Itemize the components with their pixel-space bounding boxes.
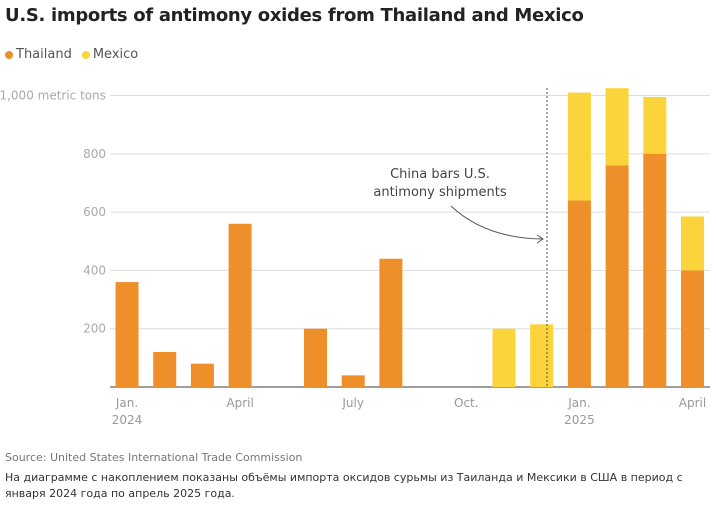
y-tick-label: 400 [83, 263, 106, 277]
y-tick-label: 800 [83, 147, 106, 161]
bar-thailand-2024-07 [341, 375, 365, 387]
y-tick-label: 1,000 metric tons [0, 89, 106, 103]
bar-thailand-2024-04 [228, 223, 252, 387]
legend-swatch-thailand [5, 50, 13, 59]
source-note: Source: United States International Trad… [5, 451, 303, 464]
annotation-line2: antimony shipments [373, 185, 506, 200]
x-tick-label: Oct. [454, 396, 479, 410]
legend-swatch-mexico [81, 50, 90, 59]
legend-label-thailand: Thailand [16, 47, 72, 62]
legend: Thailand Mexico [5, 47, 138, 62]
bar-mexico-2024-12 [530, 324, 554, 387]
bar-thailand-2025-01 [567, 200, 591, 387]
bar-thailand-2024-02 [153, 352, 177, 387]
chart-title: U.S. imports of antimony oxides from Tha… [5, 5, 584, 26]
bar-mexico-2025-03 [643, 96, 667, 154]
legend-item-mexico: Mexico [81, 47, 139, 62]
x-tick-label: July [341, 396, 364, 410]
x-tick-year-label: 2025 [564, 413, 595, 427]
annotation-line1: China bars U.S. [390, 167, 490, 182]
annotation-arrowhead [536, 234, 544, 244]
y-tick-label: 200 [83, 322, 106, 336]
bar-thailand-2025-03 [643, 153, 667, 387]
legend-item-thailand: Thailand [5, 47, 72, 62]
bar-thailand-2024-08 [379, 258, 403, 387]
bar-thailand-2025-04 [681, 270, 704, 387]
x-tick-label: April [226, 396, 253, 410]
x-tick-label: Jan. [567, 396, 590, 410]
bar-thailand-2024-01 [115, 282, 139, 387]
x-tick-year-label: 2024 [112, 413, 143, 427]
bar-thailand-2024-06 [304, 328, 327, 387]
bar-mexico-2024-11 [492, 328, 516, 387]
y-tick-label: 600 [83, 205, 106, 219]
bar-thailand-2025-02 [605, 165, 629, 387]
annotation-arrow [450, 205, 543, 240]
caption: На диаграмме с накоплением показаны объё… [5, 471, 683, 500]
bar-mexico-2025-02 [605, 88, 629, 166]
bar-mexico-2025-01 [567, 92, 591, 201]
chart-plot: 200 400 600 800 1,000 metric tons Jan. 2024 Ap… [0, 88, 710, 427]
bar-mexico-2025-04 [681, 216, 704, 271]
bar-thailand-2024-03 [190, 363, 214, 387]
legend-label-mexico: Mexico [92, 47, 139, 62]
x-tick-label: April [679, 396, 706, 410]
x-tick-label: Jan. [115, 396, 138, 410]
